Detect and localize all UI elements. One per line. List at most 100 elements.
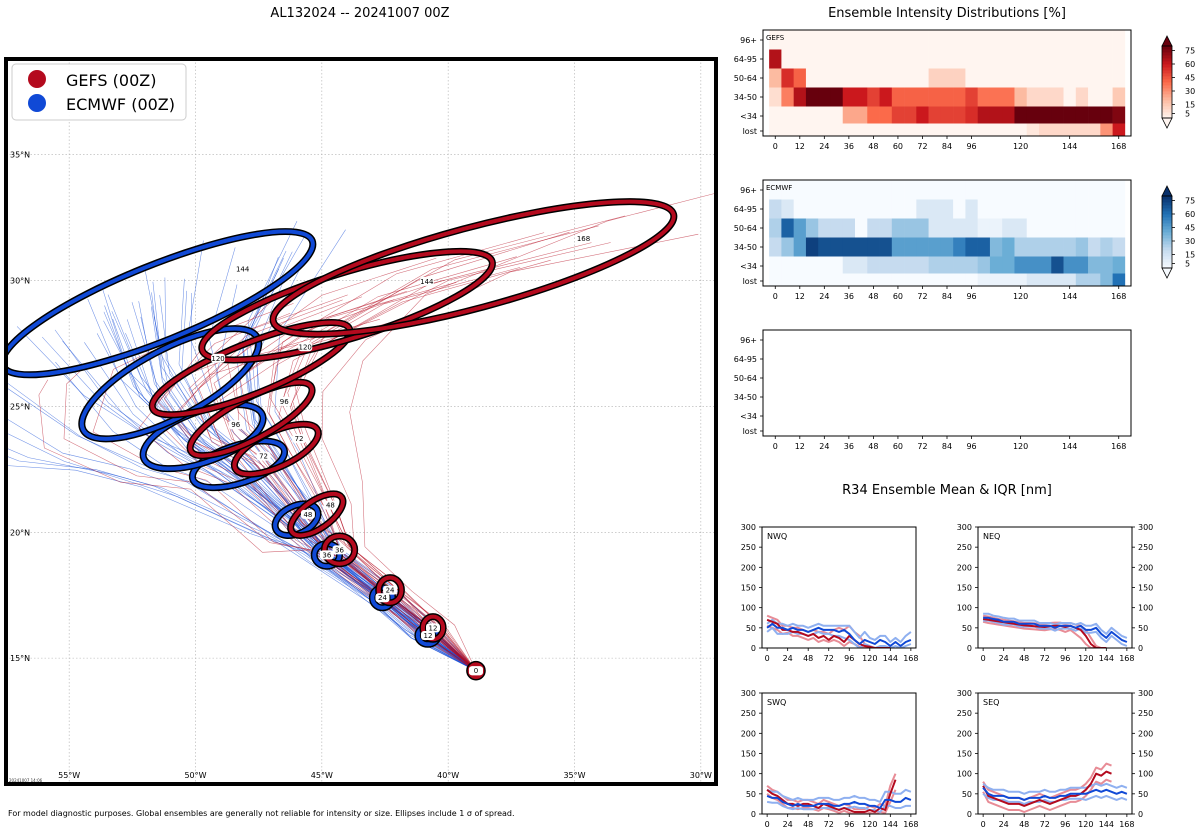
hour-tick-label: 0 <box>773 142 778 151</box>
heatmap-cell <box>1051 87 1064 107</box>
heatmap-cell <box>855 199 868 219</box>
heatmap-cell <box>1002 87 1015 107</box>
hour-label-bg <box>383 585 398 595</box>
heatmap-cell <box>1014 123 1028 136</box>
heatmap-cell <box>793 49 807 69</box>
row-label: 34-50 <box>734 93 757 102</box>
heatmap-cell <box>781 30 794 50</box>
heatmap-cell <box>940 123 954 136</box>
heatmap-cell <box>1088 256 1101 274</box>
heatmap-cell <box>1112 30 1126 50</box>
heatmap-background <box>763 330 1131 436</box>
hour-tick-label: 168 <box>1111 142 1126 151</box>
heatmap-cell <box>805 106 819 124</box>
r34-quadrant-label: NEQ <box>983 532 1000 541</box>
colorbar-segment <box>1162 64 1172 68</box>
heatmap-cell <box>842 68 856 88</box>
hour-label-text: 72 <box>259 453 268 461</box>
heatmap-cell <box>830 273 844 286</box>
heatmap-cell <box>1002 30 1015 50</box>
intensity-panel-ecmwf: ECMWF 96+ 64-95 50-64 34-50 <34 lost 0 12 24 36 48 6… <box>734 179 1132 301</box>
heatmap-cell <box>977 49 991 69</box>
gefs-member-track <box>290 242 592 671</box>
heatmap-cell <box>781 49 794 69</box>
heatmap-cell <box>977 180 991 200</box>
colorbar-tick-label: 30 <box>1185 87 1195 96</box>
heatmap-cell <box>879 237 893 257</box>
hour-label-bg <box>419 276 434 286</box>
colorbar-segment <box>1162 220 1172 224</box>
heatmap-cell <box>855 218 868 238</box>
x-tick-label: 96 <box>1060 820 1070 829</box>
heatmap-cell <box>904 87 917 107</box>
heatmap-cell <box>1026 256 1040 274</box>
gefs-hour-label: 36 <box>332 545 347 555</box>
y-tick-label-left: 150 <box>957 750 972 759</box>
heatmap-cell <box>793 237 807 257</box>
hour-label-text: 120 <box>299 343 312 351</box>
gefs-hour-label: 72 <box>292 434 307 444</box>
heatmap-cell <box>805 199 819 219</box>
colorbar-segment <box>1162 55 1172 59</box>
y-tick-label-right: 50 <box>1138 790 1148 799</box>
heatmap-cell <box>904 256 917 274</box>
gefs-hour-label: 144 <box>419 276 434 286</box>
heatmap-cell <box>916 199 929 219</box>
heatmap-cell <box>904 68 917 88</box>
colorbar-segment <box>1162 217 1172 221</box>
heatmap-cell <box>1002 106 1015 124</box>
heatmap-cell <box>1112 273 1126 286</box>
lat-tick-label: 15°N <box>10 654 30 663</box>
ecmwf-member-track <box>140 316 477 671</box>
heatmap-cell <box>855 256 868 274</box>
heatmap-cell <box>1002 68 1015 88</box>
colorbar-segment <box>1162 205 1172 209</box>
heatmap-cell <box>830 180 844 200</box>
heatmap-cell <box>1112 68 1126 88</box>
heatmap-cell <box>842 199 856 219</box>
x-tick-label: 24 <box>999 654 1009 663</box>
hour-tick-label: 24 <box>819 442 829 451</box>
track-map: 0122436487296120144012243648729612014416… <box>4 57 718 786</box>
r34-quadrant-label: SEQ <box>983 698 999 707</box>
heatmap-cell <box>977 68 991 88</box>
heatmap-cell <box>989 106 1003 124</box>
page-title: AL132024 -- 20241007 00Z <box>270 6 449 21</box>
heatmap-cell <box>818 180 831 200</box>
heatmap-cell <box>989 237 1003 257</box>
ecmwf-hour-label: 36 <box>319 550 334 560</box>
colorbar-segment <box>1162 229 1172 233</box>
heatmap-cell <box>1051 256 1064 274</box>
heatmap-cell <box>781 273 794 286</box>
heatmap-cell <box>965 123 978 136</box>
heatmap-cell <box>855 123 868 136</box>
heatmap-cell <box>928 68 942 88</box>
heatmap-cell <box>1026 123 1040 136</box>
heatmap-cell <box>867 180 880 200</box>
footer-note: For model diagnostic purposes. Global en… <box>8 809 515 818</box>
heatmap-cell <box>842 273 856 286</box>
heatmap-cell <box>818 199 831 219</box>
heatmap-cell <box>769 273 782 286</box>
heatmap-cell <box>1063 180 1077 200</box>
heatmap-cell <box>769 87 782 107</box>
heatmap-cell <box>769 68 782 88</box>
hour-tick-label: 24 <box>819 142 829 151</box>
heatmap-cell <box>1075 256 1089 274</box>
heatmap-cell <box>769 30 782 50</box>
colorbar-segment <box>1162 244 1172 248</box>
x-tick-label: 168 <box>1119 654 1134 663</box>
ecmwf-hour-label: 120 <box>211 353 226 363</box>
hour-tick-label: 12 <box>795 292 805 301</box>
colorbar-segment <box>1162 259 1172 263</box>
row-label: 50-64 <box>734 74 757 83</box>
heatmap-cell <box>1075 106 1089 124</box>
heatmap-cell <box>953 30 966 50</box>
y-tick-label-left: 50 <box>962 624 972 633</box>
heatmap-cell <box>977 87 991 107</box>
gefs-iqr-low-line <box>766 624 891 648</box>
lon-tick-label: 35°W <box>563 771 585 780</box>
hour-label-text: 120 <box>211 355 224 363</box>
ecmwf-hour-label: 72 <box>256 451 271 461</box>
r34-panel-nwq: NWQ 0 50 100 150 200 250 300 0 24 48 72 96 120 144 168 <box>741 523 919 663</box>
